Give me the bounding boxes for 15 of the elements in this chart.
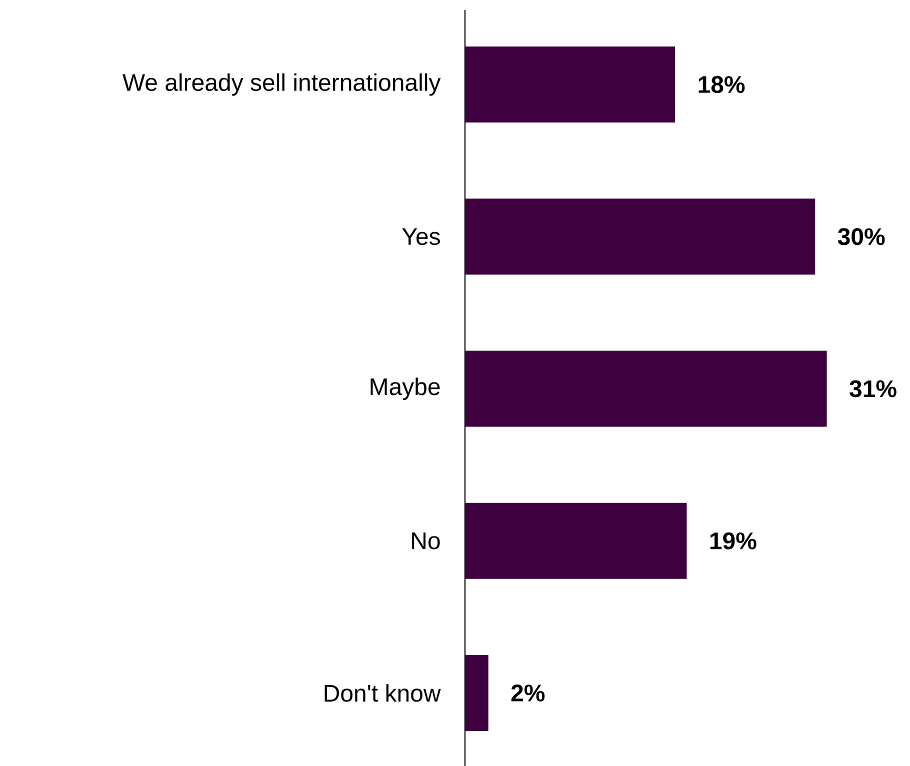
bar [465,350,827,427]
bar [465,198,816,275]
y-tick-label: Yes [402,228,440,246]
bar [465,654,488,731]
data-label: 2% [511,684,545,702]
data-label: 18% [698,76,745,94]
data-label: 30% [838,228,885,246]
y-tick-label: No [412,532,440,550]
y-tick-label: We already sell internationally [122,73,441,96]
y-tick-label: Maybe [370,378,440,400]
bar [465,502,687,579]
data-label: 19% [710,532,756,550]
data-label: 31% [850,380,896,398]
y-tick-label: Don't know [324,684,441,702]
bar [465,46,676,123]
